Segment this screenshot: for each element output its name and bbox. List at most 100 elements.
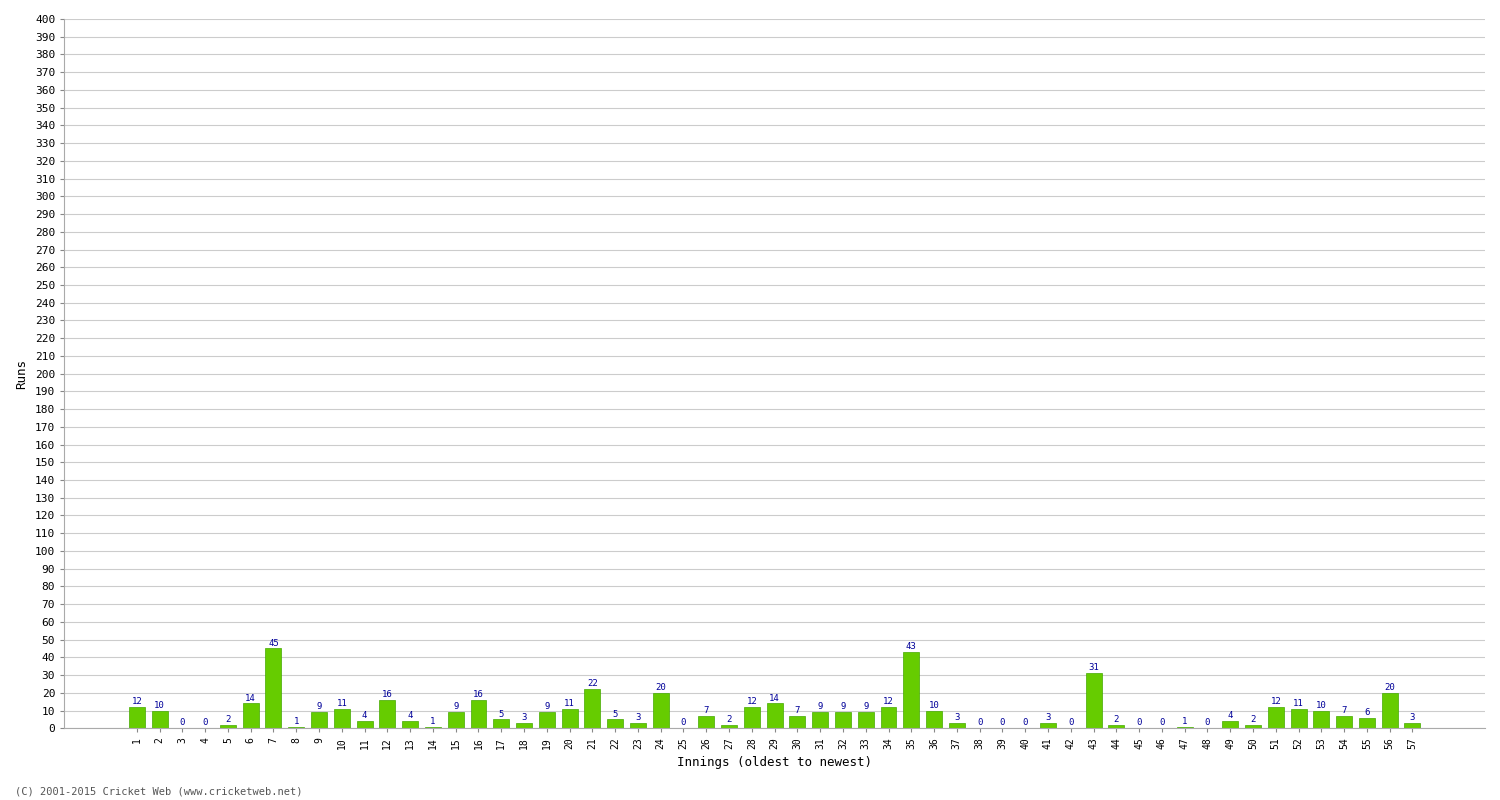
Text: 9: 9	[818, 702, 824, 711]
Text: 2: 2	[225, 715, 231, 724]
Bar	[722, 725, 736, 728]
Bar	[129, 707, 144, 728]
Bar	[516, 723, 532, 728]
Text: 1: 1	[294, 717, 298, 726]
Bar	[357, 721, 372, 728]
Text: 20: 20	[1384, 683, 1395, 692]
Bar	[789, 716, 806, 728]
Bar	[1359, 718, 1376, 728]
Text: (C) 2001-2015 Cricket Web (www.cricketweb.net): (C) 2001-2015 Cricket Web (www.cricketwe…	[15, 786, 303, 796]
Text: 10: 10	[1316, 701, 1326, 710]
Bar	[608, 719, 622, 728]
Text: 0: 0	[1068, 718, 1074, 726]
Bar	[266, 649, 282, 728]
Bar	[1268, 707, 1284, 728]
Text: 0: 0	[180, 718, 184, 726]
Text: 9: 9	[544, 702, 549, 711]
Text: 4: 4	[1227, 711, 1233, 720]
Bar	[310, 712, 327, 728]
Bar	[152, 710, 168, 728]
Text: 0: 0	[1137, 718, 1142, 726]
Bar	[1382, 693, 1398, 728]
Text: 4: 4	[408, 711, 413, 720]
Text: 14: 14	[246, 694, 256, 702]
Bar	[585, 690, 600, 728]
Text: 20: 20	[656, 683, 666, 692]
Text: 11: 11	[1293, 699, 1304, 708]
Text: 10: 10	[928, 701, 939, 710]
Text: 45: 45	[268, 638, 279, 647]
Bar	[538, 712, 555, 728]
Bar	[1404, 723, 1420, 728]
Text: 9: 9	[453, 702, 459, 711]
Text: 0: 0	[999, 718, 1005, 726]
Bar	[561, 709, 578, 728]
Bar	[288, 726, 304, 728]
Bar	[334, 709, 350, 728]
Text: 7: 7	[704, 706, 710, 715]
Bar	[699, 716, 714, 728]
Text: 10: 10	[154, 701, 165, 710]
Bar	[1086, 674, 1101, 728]
Bar	[744, 707, 760, 728]
Text: 5: 5	[612, 710, 618, 718]
Bar	[380, 700, 396, 728]
Text: 0: 0	[1204, 718, 1210, 726]
Bar	[1176, 726, 1192, 728]
Text: 1: 1	[430, 717, 435, 726]
Bar	[858, 712, 873, 728]
Text: 16: 16	[382, 690, 393, 699]
Text: 4: 4	[362, 711, 368, 720]
Bar	[880, 707, 897, 728]
Text: 9: 9	[862, 702, 868, 711]
Y-axis label: Runs: Runs	[15, 358, 28, 389]
Bar	[471, 700, 486, 728]
Text: 22: 22	[586, 679, 597, 688]
Bar	[1245, 725, 1262, 728]
Bar	[1108, 725, 1125, 728]
Text: 3: 3	[1410, 713, 1414, 722]
Text: 9: 9	[840, 702, 846, 711]
Bar	[836, 712, 850, 728]
Bar	[494, 719, 508, 728]
Bar	[1290, 709, 1306, 728]
Bar	[926, 710, 942, 728]
Text: 43: 43	[906, 642, 916, 651]
Bar	[243, 703, 258, 728]
Text: 2: 2	[1251, 715, 1256, 724]
Text: 0: 0	[1160, 718, 1164, 726]
Bar	[447, 712, 464, 728]
Text: 3: 3	[522, 713, 526, 722]
Text: 5: 5	[498, 710, 504, 718]
Text: 0: 0	[976, 718, 982, 726]
Text: 12: 12	[132, 697, 142, 706]
Text: 0: 0	[1023, 718, 1028, 726]
Text: 16: 16	[472, 690, 484, 699]
Text: 0: 0	[202, 718, 208, 726]
Text: 3: 3	[954, 713, 960, 722]
Text: 31: 31	[1088, 663, 1100, 673]
Bar	[424, 726, 441, 728]
Bar	[1222, 721, 1238, 728]
Bar	[630, 723, 646, 728]
Text: 14: 14	[770, 694, 780, 702]
Text: 2: 2	[726, 715, 732, 724]
Bar	[1314, 710, 1329, 728]
Bar	[402, 721, 418, 728]
Text: 2: 2	[1113, 715, 1119, 724]
Text: 12: 12	[1270, 697, 1281, 706]
X-axis label: Innings (oldest to newest): Innings (oldest to newest)	[676, 756, 871, 769]
Text: 3: 3	[634, 713, 640, 722]
Text: 9: 9	[316, 702, 321, 711]
Bar	[1040, 723, 1056, 728]
Text: 6: 6	[1364, 708, 1370, 717]
Bar	[652, 693, 669, 728]
Text: 3: 3	[1046, 713, 1050, 722]
Text: 11: 11	[336, 699, 346, 708]
Text: 11: 11	[564, 699, 574, 708]
Bar	[903, 652, 920, 728]
Text: 7: 7	[795, 706, 800, 715]
Text: 0: 0	[681, 718, 686, 726]
Bar	[950, 723, 964, 728]
Text: 12: 12	[884, 697, 894, 706]
